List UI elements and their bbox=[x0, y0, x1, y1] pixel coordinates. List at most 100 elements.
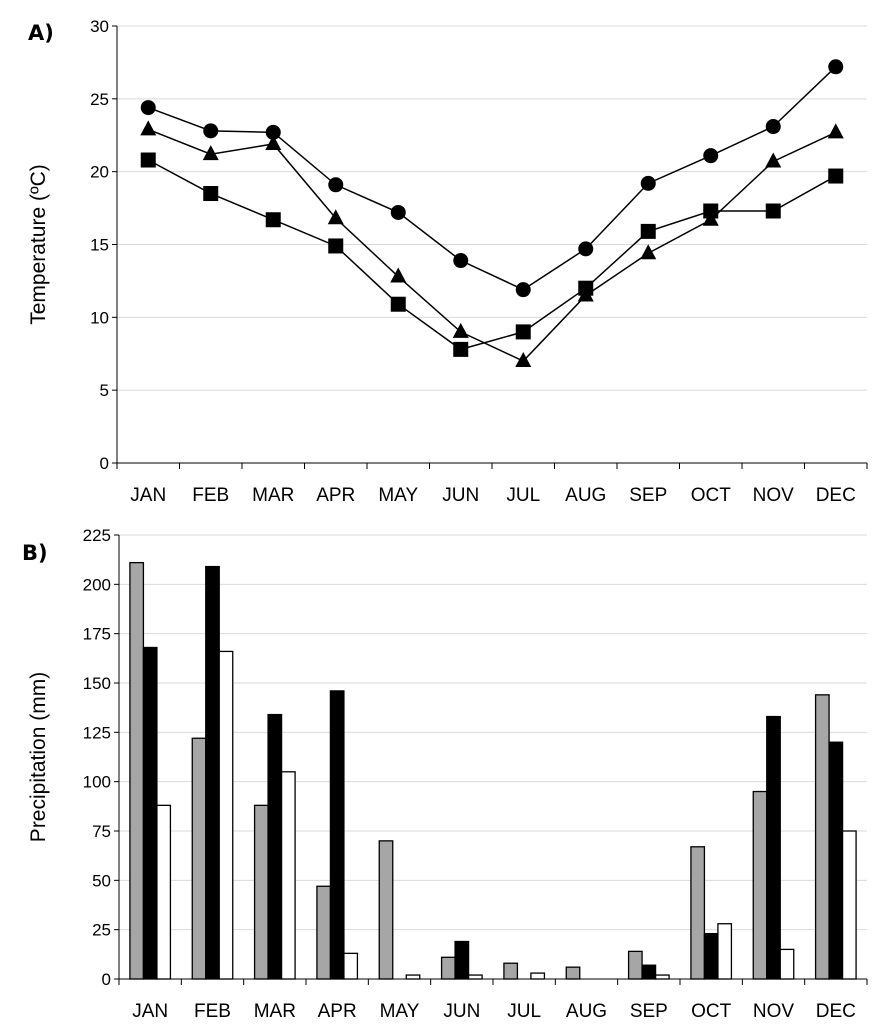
bar bbox=[253, 804, 269, 980]
bar bbox=[191, 737, 207, 980]
x-tick-label: JUN bbox=[443, 1001, 480, 1022]
bar bbox=[841, 830, 857, 980]
bar bbox=[467, 974, 483, 980]
circle-marker bbox=[765, 119, 781, 135]
x-tick-label: JUN bbox=[442, 485, 479, 506]
y-tick-label: 75 bbox=[92, 822, 111, 841]
triangle-marker bbox=[765, 152, 782, 168]
x-tick-label: DEC bbox=[816, 1001, 856, 1022]
circle-marker bbox=[328, 177, 344, 193]
bar bbox=[828, 741, 844, 980]
circle-marker bbox=[140, 100, 156, 116]
square-marker bbox=[765, 203, 781, 219]
y-tick-label: 175 bbox=[83, 625, 111, 644]
panel-label: B) bbox=[22, 541, 48, 565]
circle-marker bbox=[203, 123, 219, 139]
series-line bbox=[147, 128, 837, 362]
x-tick-label: FEB bbox=[192, 485, 229, 506]
triangle-marker bbox=[265, 134, 282, 150]
circle-marker bbox=[265, 124, 281, 140]
square-marker bbox=[390, 296, 406, 312]
y-tick-label: 200 bbox=[83, 575, 111, 594]
square-marker bbox=[140, 152, 156, 168]
bar bbox=[503, 962, 519, 980]
bar bbox=[142, 646, 158, 980]
y-tick-label: 150 bbox=[83, 674, 111, 693]
x-tick-label: NOV bbox=[753, 485, 795, 506]
bar bbox=[156, 804, 172, 980]
bar bbox=[343, 952, 359, 980]
x-tick-label: OCT bbox=[691, 485, 732, 506]
precipitation-chart: 0 25 50 75 100 125 150 175 200 225 JAN FEB MAR APR MAY… bbox=[22, 526, 868, 1022]
bar bbox=[267, 713, 283, 980]
bar bbox=[405, 974, 421, 980]
y-tick-label: 25 bbox=[92, 921, 111, 940]
square-marker bbox=[828, 168, 844, 184]
bar bbox=[690, 846, 706, 980]
panel-label: A) bbox=[28, 21, 54, 45]
triangle-marker bbox=[827, 123, 844, 139]
x-tick-label: JAN bbox=[130, 485, 166, 506]
bar bbox=[703, 932, 719, 980]
bar bbox=[440, 956, 456, 980]
triangle-marker bbox=[390, 267, 407, 283]
y-tick-label: 100 bbox=[83, 773, 111, 792]
x-tick-label: MAY bbox=[380, 1001, 420, 1022]
circle-marker bbox=[640, 175, 656, 191]
circle-marker bbox=[453, 253, 469, 269]
series-line bbox=[147, 159, 837, 351]
y-tick-label: 10 bbox=[90, 308, 109, 327]
bar bbox=[280, 771, 296, 980]
bar bbox=[316, 885, 332, 980]
circle-marker bbox=[578, 241, 594, 257]
triangle-marker bbox=[202, 145, 219, 161]
x-tick-label: MAR bbox=[254, 1001, 296, 1022]
y-tick-label: 25 bbox=[90, 90, 109, 109]
bar bbox=[766, 715, 781, 980]
bar bbox=[530, 972, 546, 980]
y-tick-label: 225 bbox=[83, 526, 111, 545]
square-marker bbox=[578, 280, 594, 296]
square-marker bbox=[453, 341, 469, 357]
x-tick-label: JAN bbox=[132, 1001, 168, 1022]
circle-marker bbox=[515, 282, 531, 298]
x-tick-label: APR bbox=[316, 485, 355, 506]
y-tick-label: 5 bbox=[100, 381, 109, 400]
y-tick-label: 125 bbox=[83, 723, 111, 742]
x-tick-label: MAR bbox=[252, 485, 294, 506]
y-tick-label: 50 bbox=[92, 871, 111, 890]
x-tick-label: AUG bbox=[566, 1001, 607, 1022]
temperature-chart: 0 5 10 15 20 25 30 JAN FEB MAR APR MAY JUN JUL AUG SEP O… bbox=[27, 17, 868, 506]
y-tick-label: 30 bbox=[90, 17, 109, 36]
y-axis-label: Temperature (ºC) bbox=[27, 164, 50, 325]
circle-marker bbox=[703, 148, 719, 164]
bar bbox=[717, 923, 733, 980]
x-tick-label: NOV bbox=[753, 1001, 795, 1022]
x-tick-label: OCT bbox=[691, 1001, 732, 1022]
x-tick-label: SEP bbox=[629, 485, 667, 506]
circle-marker bbox=[828, 59, 844, 75]
circle-marker bbox=[390, 204, 406, 220]
bar bbox=[129, 561, 145, 980]
x-tick-label: AUG bbox=[565, 485, 606, 506]
y-axis-label: Precipitation (mm) bbox=[27, 672, 50, 842]
bar bbox=[329, 690, 345, 980]
x-tick-label: MAY bbox=[378, 485, 418, 506]
series-line bbox=[147, 66, 837, 291]
square-marker bbox=[640, 223, 656, 239]
bar bbox=[378, 840, 394, 980]
y-tick-label: 0 bbox=[100, 454, 109, 473]
y-tick-label: 20 bbox=[90, 163, 109, 182]
y-tick-label: 0 bbox=[102, 970, 111, 989]
triangle-marker bbox=[140, 120, 157, 136]
square-marker bbox=[703, 203, 719, 219]
x-tick-label: SEP bbox=[630, 1001, 668, 1022]
x-tick-label: DEC bbox=[816, 485, 856, 506]
bar bbox=[752, 790, 768, 980]
square-marker bbox=[328, 238, 344, 254]
x-tick-label: JUL bbox=[506, 485, 540, 506]
x-tick-label: JUL bbox=[507, 1001, 541, 1022]
triangle-marker bbox=[452, 322, 469, 338]
x-tick-label: APR bbox=[318, 1001, 357, 1022]
triangle-marker bbox=[640, 244, 657, 260]
